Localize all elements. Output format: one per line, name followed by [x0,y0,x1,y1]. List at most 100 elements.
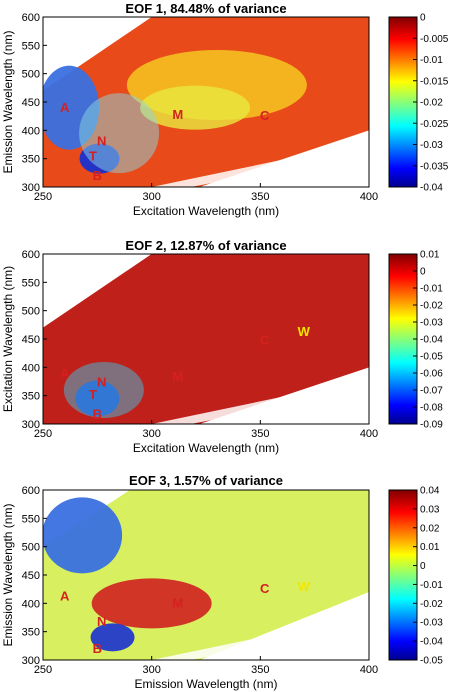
x-tick-label: 300 [142,664,160,676]
y-tick-label: 400 [22,598,40,610]
colorbar-tick-label: 0 [420,267,426,278]
heatmap-area [43,490,369,660]
y-tick-label: 600 [22,249,40,261]
colorbar-tick-label: -0.09 [420,420,443,431]
annotation-t: T [89,148,97,163]
annotation-b: B [93,406,102,421]
colorbar [388,16,418,188]
y-tick-label: 450 [22,570,40,582]
annotation-n: N [97,375,106,390]
y-axis-label: Emission Wavelength (nm) [1,504,15,647]
colorbar-tick-label: -0.01 [420,580,443,591]
annotation-t: T [89,387,97,402]
scatter-gap [151,614,369,660]
colorbar-tick-label: -0.01 [420,284,443,295]
colorbar-tick-label: 0.02 [420,523,440,534]
x-tick-label: 350 [251,428,269,440]
y-axis-label: Excitation Wavelength (nm) [1,266,15,412]
annotation-n: N [97,614,106,629]
y-tick-label: 550 [22,513,40,525]
annotation-m: M [172,107,183,122]
colorbar-tick-label: -0.03 [420,618,443,629]
x-tick-label: 300 [142,191,160,203]
y-tick-label: 350 [22,154,40,166]
colorbar-tick-label: 0 [420,561,426,572]
colorbar-tick-label: 0.01 [420,250,440,261]
y-tick-label: 600 [22,485,40,497]
colorbar [388,253,418,425]
colorbar-tick-label: -0.02 [420,98,443,109]
annotation-a: A [60,366,70,381]
y-tick-label: 500 [22,306,40,318]
colorbar-tick-label: -0.04 [420,183,443,194]
y-tick-label: 450 [22,334,40,346]
annotation-w: W [298,324,311,339]
annotation-c: C [260,581,270,596]
x-axis-label: Excitation Wavelength (nm) [133,204,279,218]
x-tick-label: 250 [34,428,52,440]
x-tick-label: 250 [34,191,52,203]
colorbar-tick-label: -0.03 [420,140,443,151]
x-tick-label: 400 [360,664,378,676]
colorbar-tick-label: -0.03 [420,318,443,329]
colorbar-tick-label: -0.035 [420,161,449,172]
y-tick-label: 400 [22,125,40,137]
y-tick-label: 350 [22,391,40,403]
annotation-a: A [60,100,70,115]
colorbar-tick-label: -0.07 [420,386,443,397]
annotation-n: N [97,134,106,149]
chart-title: EOF 3, 1.57% of variance [129,473,283,488]
x-tick-label: 400 [360,191,378,203]
x-tick-label: 350 [251,664,269,676]
x-tick-label: 350 [251,191,269,203]
x-axis-label: Emission Wavelength (nm) [135,677,278,691]
y-tick-label: 300 [22,182,40,194]
annotation-m: M [172,369,183,384]
y-tick-label: 400 [22,362,40,374]
colorbar-tick-label: -0.01 [420,55,443,66]
colorbar-tick-label: -0.02 [420,599,443,610]
scatter-gap [151,141,369,187]
annotation-a: A [60,589,70,604]
colorbar-tick-label: -0.04 [420,335,443,346]
y-tick-label: 550 [22,40,40,52]
chart-title: EOF 1, 84.48% of variance [125,1,286,16]
heatmap-area [43,17,369,187]
colorbar-tick-label: -0.005 [420,34,449,45]
colorbar [388,489,418,661]
y-axis-label: Emission Wavelength (nm) [1,31,15,174]
annotation-m: M [172,595,183,610]
y-tick-label: 500 [22,542,40,554]
y-tick-label: 550 [22,277,40,289]
x-tick-label: 250 [34,664,52,676]
colorbar-tick-label: 0.04 [420,486,440,497]
colorbar-tick-label: -0.05 [420,352,443,363]
colorbar-tick-label: -0.02 [420,301,443,312]
y-tick-label: 600 [22,12,40,24]
annotation-w: W [298,579,311,594]
colorbar-tick-label: -0.06 [420,369,443,380]
colorbar-tick-label: 0.03 [420,504,440,515]
colorbar-tick-label: -0.04 [420,637,443,648]
x-tick-label: 400 [360,428,378,440]
colorbar-tick-label: -0.015 [420,76,449,87]
y-tick-label: 300 [22,419,40,431]
annotation-c: C [260,333,270,348]
y-tick-label: 300 [22,655,40,667]
x-tick-label: 300 [142,428,160,440]
x-axis-label: Excitation Wavelength (nm) [133,441,279,455]
colorbar-tick-label: 0 [420,13,426,24]
colorbar-tick-label: -0.05 [420,656,443,667]
annotation-b: B [93,168,102,183]
chart-title: EOF 2, 12.87% of variance [125,238,286,253]
y-tick-label: 500 [22,69,40,81]
colorbar-tick-label: -0.08 [420,403,443,414]
colorbar-tick-label: 0.01 [420,542,440,553]
y-tick-label: 450 [22,97,40,109]
annotation-c: C [260,108,270,123]
annotation-b: B [93,641,102,656]
